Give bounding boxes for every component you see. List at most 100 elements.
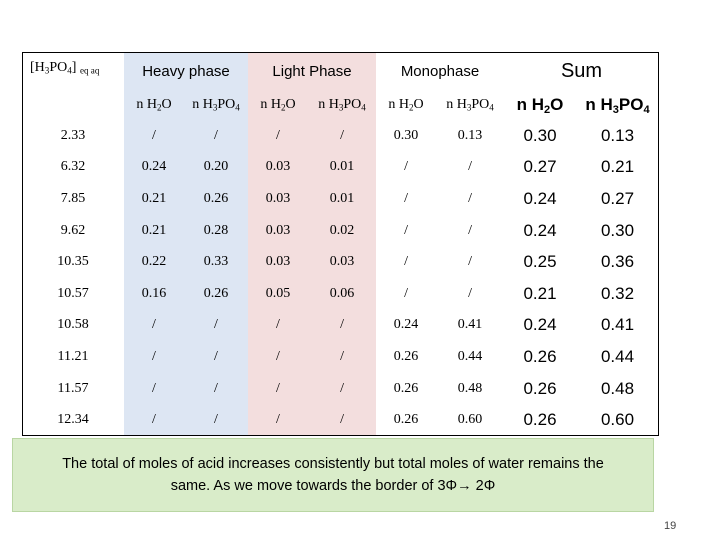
table-row: 11.57 / / / / 0.26 0.48 0.26 0.48 [22,373,659,405]
value-cell: / [404,285,408,301]
value-cell: 0.30 [393,127,419,143]
value-cell: 0.26 [393,348,419,364]
value-cell: / [404,159,408,175]
n-h3po4-header: n H3PO4 [192,97,240,113]
row-concentration-label: 10.35 [57,254,89,270]
sum-cell: 0.26 [523,410,557,430]
row-concentration-label: 12.34 [57,412,89,428]
value-cell: / [276,127,280,143]
value-cell: / [276,412,280,428]
table-row: 2.33 / / / / 0.30 0.13 0.30 0.13 [22,120,659,152]
table-row: 12.34 / / / / 0.26 0.60 0.26 0.60 [22,404,659,436]
value-cell: 0.22 [141,254,167,270]
sum-cell: 0.24 [523,220,557,240]
row-concentration-label: 10.58 [57,317,89,333]
value-cell: 0.16 [141,285,167,301]
n-h2o-header: n H2O [260,97,296,113]
table-row: 9.62 0.21 0.28 0.03 0.02 / / 0.24 0.30 [22,215,659,247]
sum-cell: 0.32 [600,283,635,303]
conclusion-line-2: same. As we move towards the border of 3… [170,478,496,494]
value-cell: 0.28 [203,222,229,238]
value-cell: / [340,317,344,333]
sum-n-h2o-header: n H2O [516,94,564,116]
sum-cell: 0.27 [523,157,557,177]
value-cell: 0.06 [329,285,355,301]
value-cell: 0.01 [329,159,355,175]
conclusion-line-1: The total of moles of acid increases con… [62,456,604,472]
value-cell: / [340,380,344,396]
table-row: 10.35 0.22 0.33 0.03 0.03 / / 0.25 0.36 [22,246,659,278]
value-cell: / [340,127,344,143]
value-cell: / [214,412,218,428]
value-cell: / [152,412,156,428]
sum-cell: 0.24 [523,188,557,208]
table-row: 10.57 0.16 0.26 0.05 0.06 / / 0.21 0.32 [22,278,659,310]
row-concentration-label: 10.57 [57,285,89,301]
row-concentration-label: 2.33 [60,127,86,143]
concentration-column-header: [H3PO4] eq aq [30,60,100,76]
value-cell: / [340,348,344,364]
sum-cell: 0.36 [600,252,635,272]
value-cell: / [468,190,472,206]
value-cell: / [404,190,408,206]
value-cell: 0.26 [203,285,229,301]
value-cell: / [214,317,218,333]
sum-cell: 0.24 [523,315,557,335]
value-cell: 0.03 [265,159,291,175]
sum-n-h3po4-header: n H3PO4 [585,94,650,116]
page-number: 19 [664,520,677,532]
monophase-header: Monophase [400,62,480,80]
row-concentration-label: 7.85 [60,190,86,206]
value-cell: 0.21 [141,190,167,206]
value-cell: 0.02 [329,222,355,238]
composition-table: [H3PO4] eq aq Heavy phase Light Phase Mo… [22,52,659,436]
subheader-row: n H2O n H3PO4 n H2O n H3PO4 n H2O n H3PO4 n H2… [22,90,659,120]
value-cell: 0.24 [141,159,167,175]
row-concentration-label: 11.57 [57,380,89,396]
value-cell: / [152,317,156,333]
value-cell: / [276,317,280,333]
value-cell: / [214,127,218,143]
value-cell: 0.03 [265,222,291,238]
n-h2o-header: n H2O [136,97,172,113]
value-cell: 0.33 [203,254,229,270]
table-row: 6.32 0.24 0.20 0.03 0.01 / / 0.27 0.21 [22,152,659,184]
value-cell: 0.26 [203,190,229,206]
sum-cell: 0.21 [523,283,557,303]
table-row: 11.21 / / / / 0.26 0.44 0.26 0.44 [22,341,659,373]
value-cell: / [152,380,156,396]
value-cell: 0.24 [393,317,419,333]
value-cell: / [468,159,472,175]
sum-cell: 0.13 [600,125,635,145]
value-cell: / [340,412,344,428]
value-cell: 0.26 [393,412,419,428]
conclusion-note: The total of moles of acid increases con… [12,438,654,512]
sum-cell: 0.44 [600,346,635,366]
n-h3po4-header: n H3PO4 [446,97,494,113]
table-frame [22,52,659,436]
value-cell: / [276,380,280,396]
sum-header: Sum [560,59,603,82]
n-h3po4-header: n H3PO4 [318,97,366,113]
n-h2o-header: n H2O [388,97,424,113]
sum-cell: 0.25 [523,252,557,272]
value-cell: / [468,254,472,270]
table-row: 7.85 0.21 0.26 0.03 0.01 / / 0.24 0.27 [22,183,659,215]
sum-cell: 0.26 [523,346,557,366]
sum-cell: 0.30 [523,125,557,145]
value-cell: 0.03 [329,254,355,270]
value-cell: 0.05 [265,285,291,301]
sum-cell: 0.48 [600,378,635,398]
heavy-phase-column-shading [124,53,248,435]
value-cell: / [152,348,156,364]
row-concentration-label: 11.21 [57,348,89,364]
value-cell: 0.21 [141,222,167,238]
value-cell: 0.26 [393,380,419,396]
value-cell: / [152,127,156,143]
sum-cell: 0.60 [600,410,635,430]
value-cell: 0.44 [457,348,483,364]
value-cell: / [276,348,280,364]
sum-cell: 0.41 [600,315,635,335]
value-cell: / [214,380,218,396]
table-row: 10.58 / / / / 0.24 0.41 0.24 0.41 [22,310,659,342]
